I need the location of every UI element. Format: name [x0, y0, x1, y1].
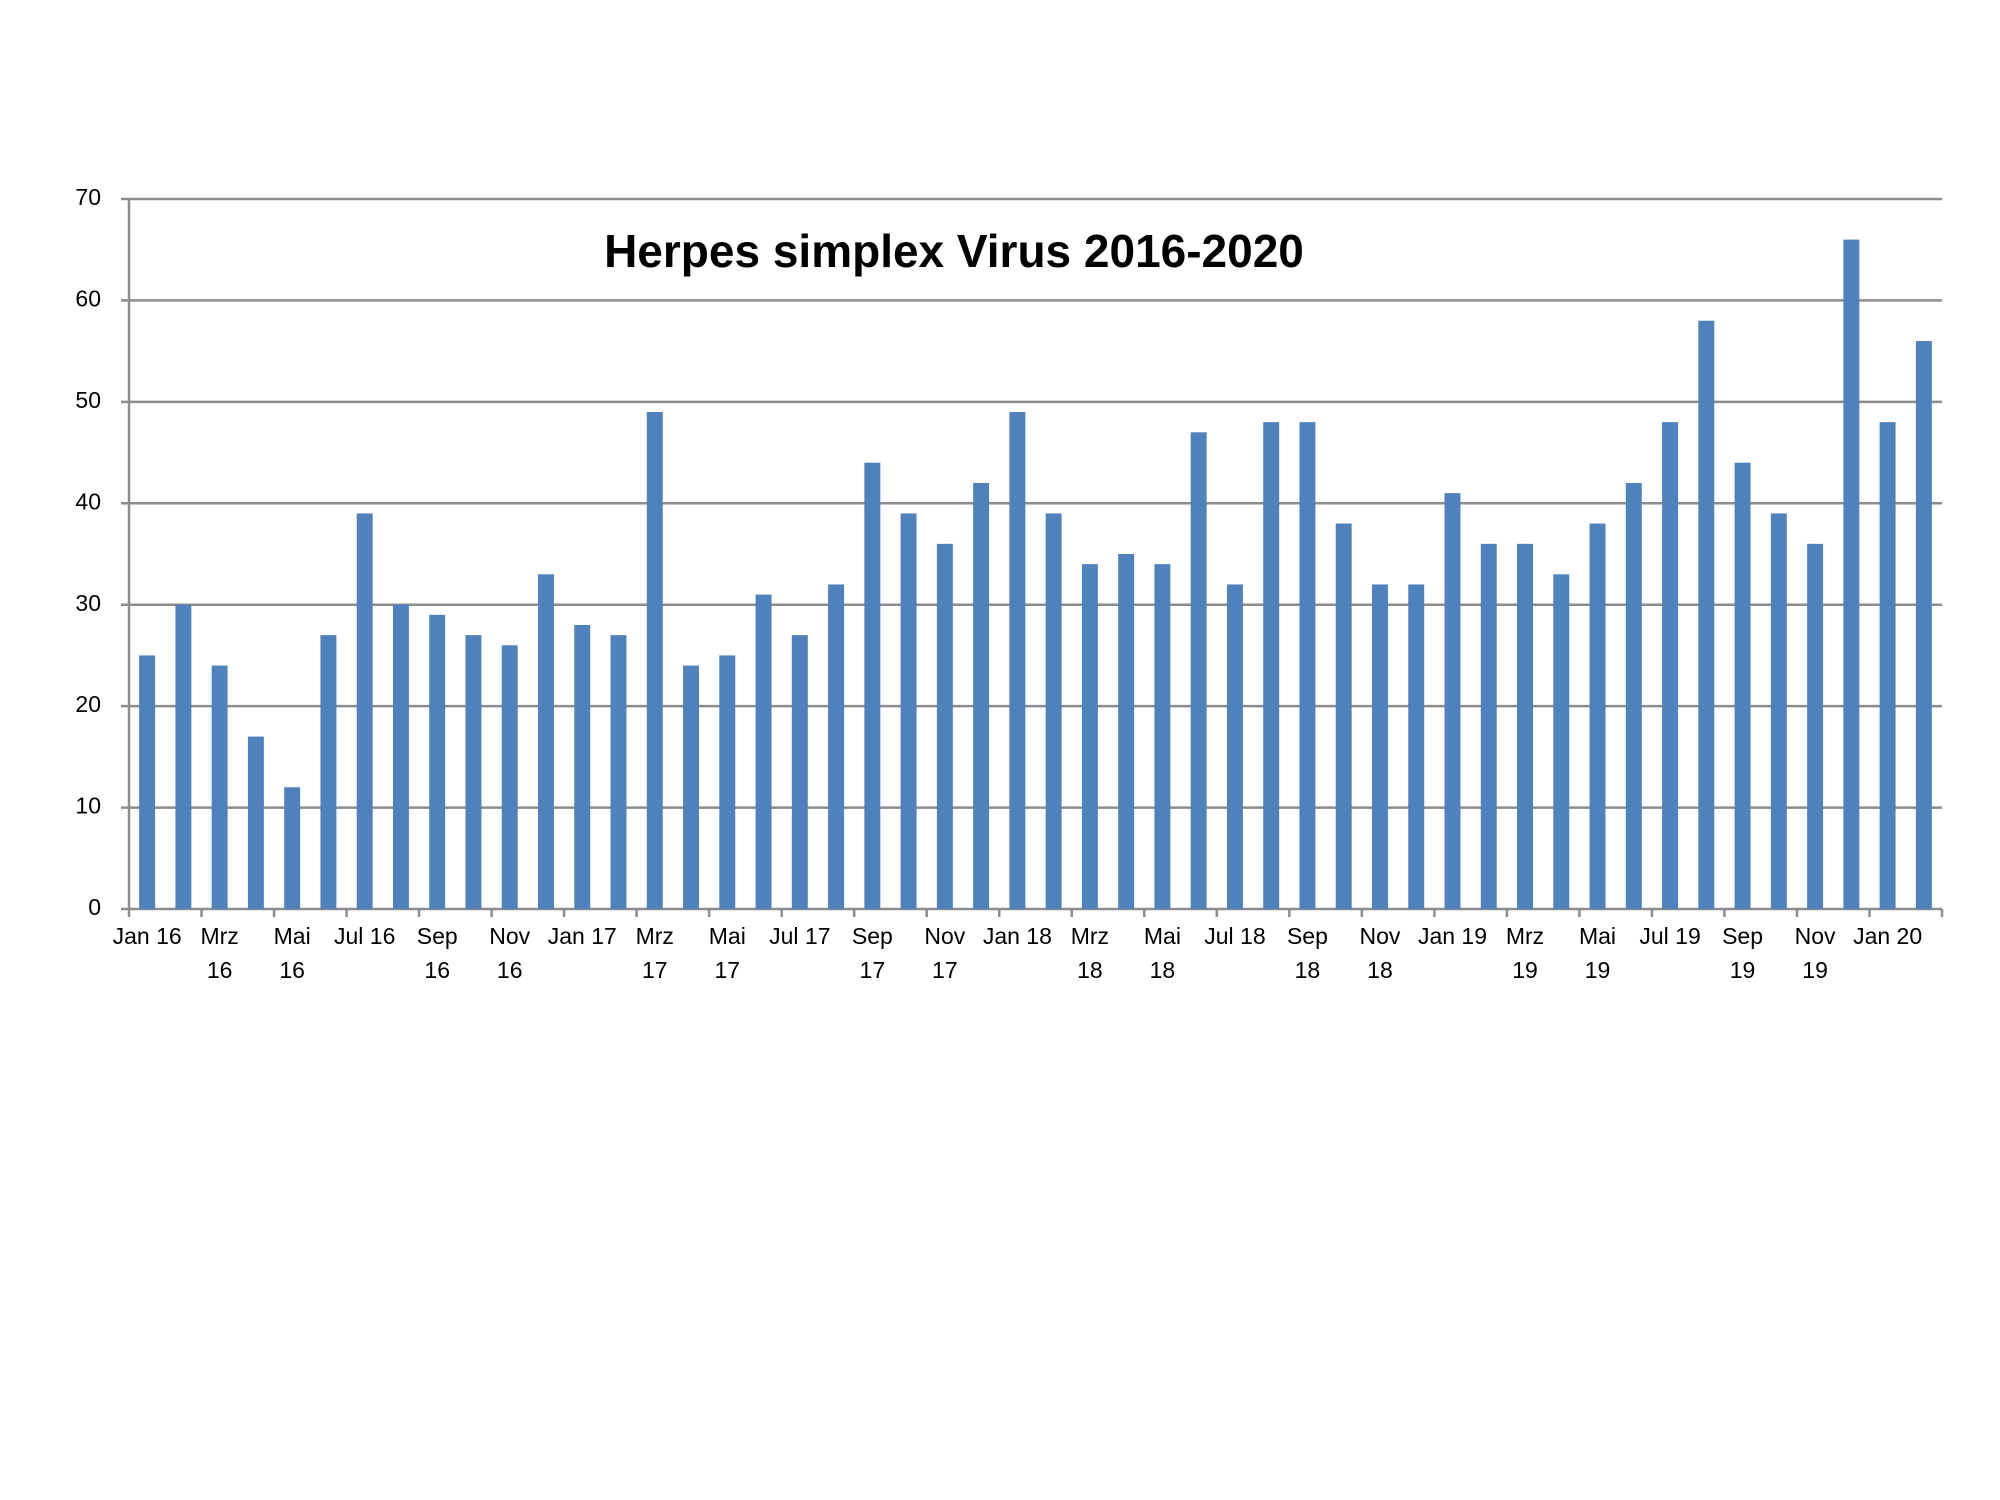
x-tick-label: Mai 19: [1578, 923, 1617, 983]
y-tick-label: 40: [75, 488, 101, 514]
bar: [1190, 432, 1207, 909]
bar: [1118, 554, 1135, 909]
y-tick-label: 60: [75, 286, 101, 312]
x-tick-label: Mai 16: [273, 923, 311, 983]
y-tick-label: 10: [75, 793, 101, 819]
bar: [175, 604, 192, 909]
bar: [247, 736, 264, 909]
bar: [538, 574, 554, 909]
bar: [1226, 584, 1243, 909]
x-tick-label: Sep 18: [1286, 923, 1328, 983]
y-tick-label: 50: [75, 387, 101, 413]
bar: [900, 513, 917, 909]
bar: [936, 543, 953, 909]
bar: [1517, 543, 1533, 909]
bar: [973, 483, 990, 909]
bar: [646, 412, 663, 909]
bar: [791, 635, 808, 909]
x-tick-label: Sep 16: [416, 923, 458, 983]
bar: [755, 594, 772, 909]
x-tick-label: Nov 18: [1359, 923, 1401, 983]
bar: [1408, 584, 1425, 909]
bar: [1734, 462, 1751, 909]
bar: [211, 665, 228, 909]
x-tick-label: Mrz 16: [200, 923, 239, 983]
bar: [1371, 584, 1388, 909]
x-tick-label: Jan 16: [112, 923, 182, 949]
bar: [1807, 543, 1824, 909]
x-tick-label: Sep 17: [851, 923, 893, 983]
x-tick-label: Nov 16: [489, 923, 531, 983]
x-tick-label: Jan 19: [1417, 923, 1488, 949]
bar: [1045, 513, 1062, 909]
bar: [1625, 483, 1642, 909]
x-tick-label: Mai 18: [1143, 923, 1181, 983]
y-tick-label: 20: [75, 691, 101, 717]
bar: [1843, 239, 1860, 910]
bar: [1662, 422, 1679, 909]
bar: [1589, 523, 1606, 909]
x-tick-label: Jan 17: [547, 923, 617, 949]
bar: [1009, 412, 1026, 909]
bar: [1698, 320, 1715, 909]
x-tick-label: Jul 17: [769, 923, 831, 949]
y-tick-label: 0: [88, 894, 101, 920]
bar: [392, 604, 409, 909]
bar: [1263, 422, 1280, 909]
x-tick-label: Nov 19: [1794, 923, 1836, 983]
bar: [1770, 513, 1787, 909]
bar: [320, 635, 337, 909]
bar: [1553, 574, 1570, 909]
bar: [1915, 341, 1932, 909]
bar: [356, 513, 373, 909]
bar: [1335, 523, 1352, 909]
x-tick-label: Jul 18: [1204, 923, 1266, 949]
bar: [864, 462, 881, 909]
bar: [719, 655, 736, 909]
bar: [1299, 422, 1316, 909]
bar: [465, 635, 482, 909]
x-tick-label: Jan 18: [982, 923, 1052, 949]
bar: [574, 625, 591, 909]
y-tick-label: 70: [75, 184, 101, 210]
bar: [1444, 493, 1461, 909]
x-tick-label: Jul 16: [334, 923, 396, 949]
bar: [1879, 422, 1896, 909]
x-tick-label: Sep 19: [1722, 923, 1764, 983]
chart-title: Herpes simplex Virus 2016-2020: [604, 225, 1304, 277]
bar: [1154, 564, 1171, 909]
x-tick-label: Mai 17: [708, 923, 746, 983]
x-tick-label: Mrz 19: [1505, 923, 1545, 983]
y-tick-label: 30: [75, 590, 101, 616]
x-tick-label: Jul 19: [1639, 923, 1701, 949]
x-tick-label: Mrz 18: [1070, 923, 1110, 983]
bar: [828, 584, 845, 909]
x-tick-label: Nov 17: [924, 923, 966, 983]
bar: [1081, 564, 1098, 909]
bar: [683, 665, 700, 909]
bar: [501, 645, 518, 909]
x-tick-label: Mrz 17: [635, 923, 674, 983]
bar: [284, 787, 301, 909]
bar: [429, 614, 446, 909]
bar: [1480, 543, 1497, 909]
bar: [610, 635, 627, 909]
x-tick-label: Jan 20: [1853, 923, 1923, 949]
bar: [139, 655, 156, 909]
